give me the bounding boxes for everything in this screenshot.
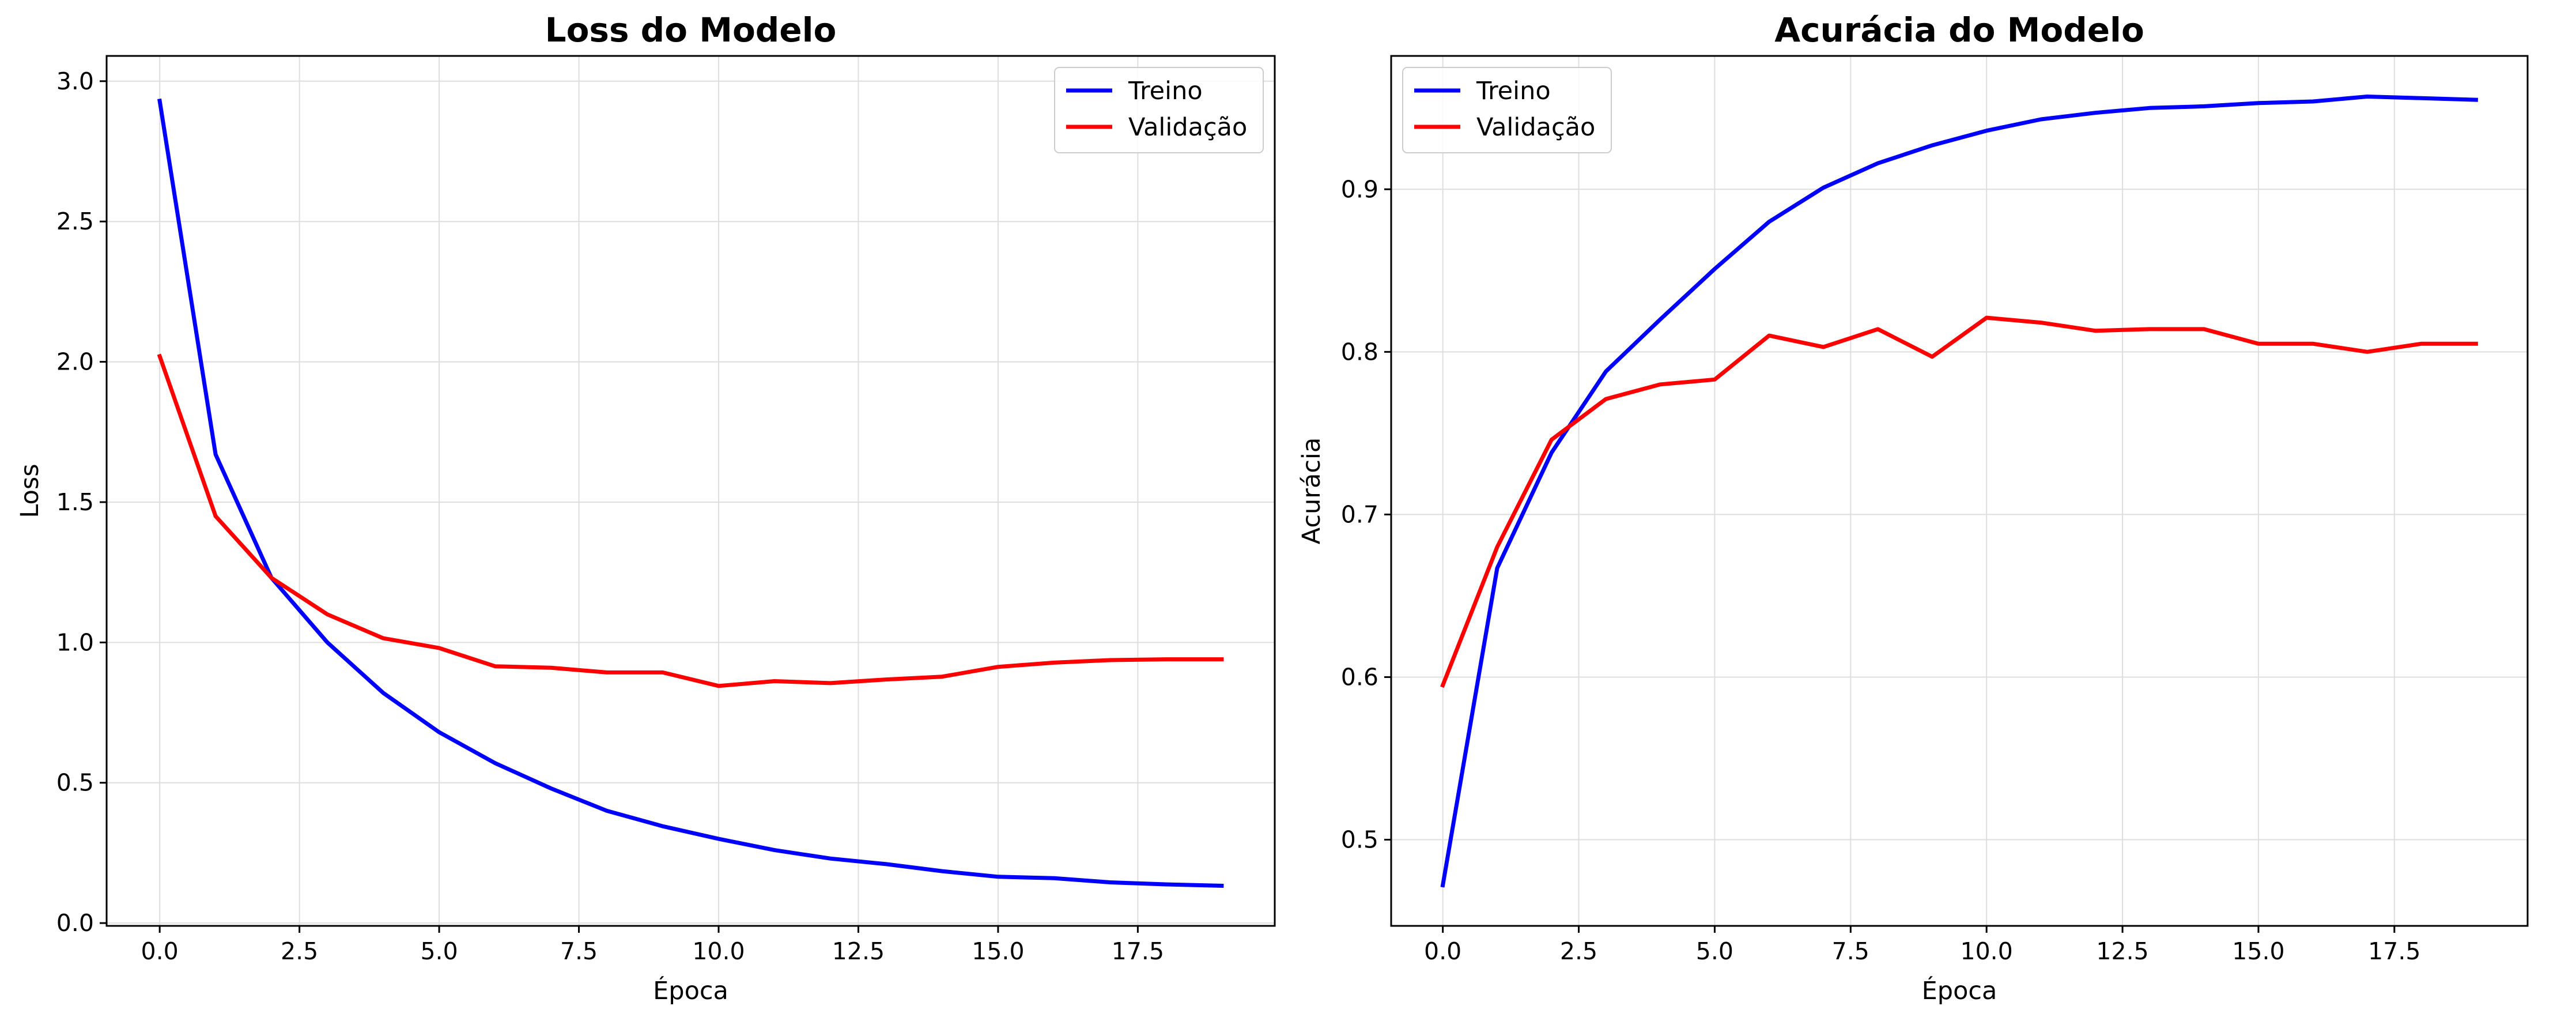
y-tick-label: 2.5 — [56, 208, 94, 235]
legend-entry-label: Validação — [1476, 113, 1595, 142]
series-line-treino — [157, 98, 1224, 888]
x-tick-label: 15.0 — [972, 937, 1024, 965]
y-tick-label: 0.7 — [1341, 500, 1378, 528]
x-axis-label: Época — [653, 976, 728, 1005]
series-line-treino — [1440, 95, 2479, 888]
x-tick-label: 2.5 — [281, 937, 318, 965]
x-tick-label: 0.0 — [141, 937, 179, 965]
chart-title: Acurácia do Modelo — [1774, 10, 2144, 50]
x-tick-label: 12.5 — [2096, 937, 2148, 965]
y-tick-label: 0.5 — [1341, 826, 1378, 854]
chart-title: Loss do Modelo — [545, 10, 837, 50]
legend: Treino Validação — [1402, 67, 1612, 153]
legend-entry-label: Treino — [1476, 77, 1551, 106]
y-axis-label: Acurácia — [1297, 438, 1326, 545]
x-tick-label: 10.0 — [1961, 937, 2013, 965]
x-tick-label: 5.0 — [420, 937, 458, 965]
y-tick-label: 1.5 — [56, 488, 94, 516]
x-tick-label: 0.0 — [1424, 937, 1461, 965]
y-tick-label: 0.5 — [56, 769, 94, 797]
y-tick-label: 2.0 — [56, 348, 94, 376]
chart-1: 0.0 2.5 5.0 7.5 10.0 12.5 15.0 17.5 0.0 0.5 1.0 1.5… — [16, 10, 1276, 1005]
axes-frame — [105, 55, 1276, 927]
x-tick-label: 17.5 — [1112, 937, 1164, 965]
chart-2: 0.0 2.5 5.0 7.5 10.0 12.5 15.0 17.5 0.5 0.6 0.7 0.8… — [1297, 10, 2529, 1005]
x-tick-label: 2.5 — [1560, 937, 1597, 965]
y-tick-label: 1.0 — [56, 628, 94, 656]
y-tick-label: 3.0 — [56, 67, 94, 95]
x-tick-label: 7.5 — [560, 937, 598, 965]
y-tick-label: 0.0 — [56, 909, 94, 937]
y-axis-label: Loss — [16, 464, 44, 518]
y-tick-label: 0.9 — [1341, 175, 1378, 203]
x-tick-label: 10.0 — [692, 937, 745, 965]
x-tick-label: 17.5 — [2368, 937, 2420, 965]
x-tick-label: 5.0 — [1696, 937, 1733, 965]
legend-entry-label: Validação — [1128, 113, 1247, 142]
x-axis-label: Época — [1922, 976, 1997, 1005]
x-tick-label: 7.5 — [1832, 937, 1869, 965]
x-tick-label: 15.0 — [2232, 937, 2284, 965]
series-line-validação — [157, 353, 1224, 688]
x-tick-label: 12.5 — [832, 937, 885, 965]
axes-frame — [1390, 55, 2529, 927]
legend: Treino Validação — [1054, 67, 1264, 153]
series-line-validação — [1440, 315, 2478, 688]
legend-entry-label: Treino — [1128, 77, 1203, 106]
y-tick-label: 0.6 — [1341, 663, 1378, 691]
y-tick-label: 0.8 — [1341, 338, 1378, 366]
